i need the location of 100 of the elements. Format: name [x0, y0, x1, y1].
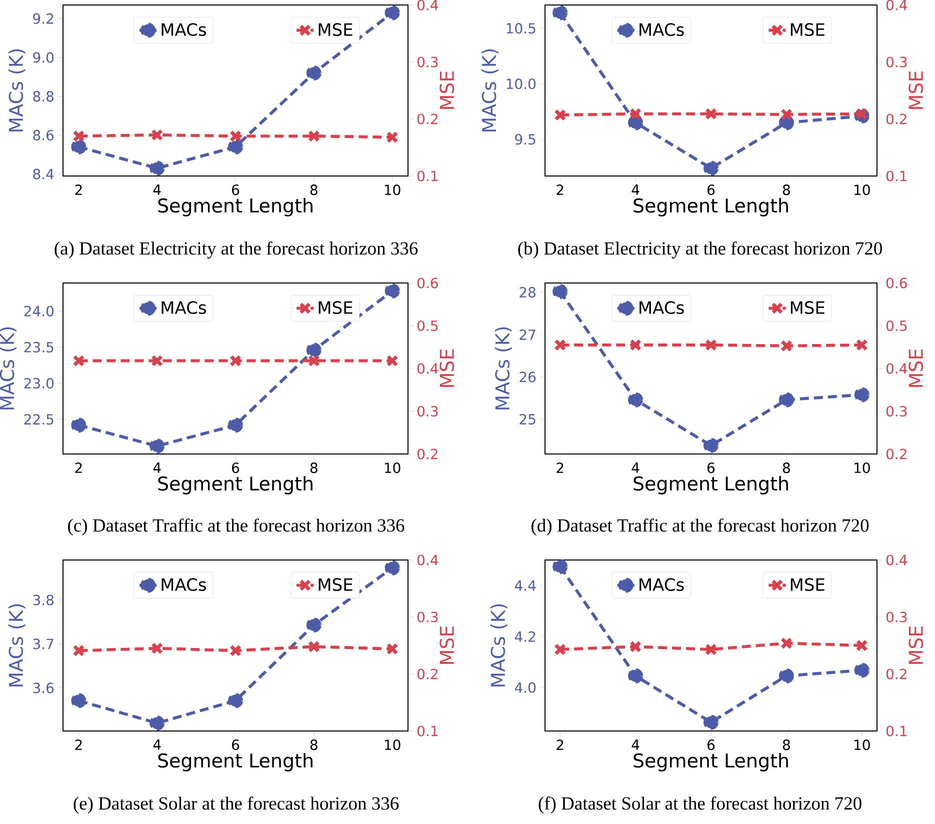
y-tick-label: 3.7	[33, 638, 54, 650]
y2-tick-label: 0.3	[886, 612, 907, 622]
legend-label: MACs	[162, 23, 206, 36]
y-axis-title: MACs (K)	[494, 327, 512, 410]
y-tick-label: 24.0	[24, 306, 54, 316]
y2-tick-label: 0.1	[886, 170, 906, 182]
x-tick-label: 10	[384, 184, 400, 196]
y2-axis-title: MSE	[908, 626, 924, 664]
x-tick-label: 2	[75, 740, 82, 750]
y2-tick-label: 0.1	[886, 726, 906, 736]
x-tick-label: 2	[556, 184, 564, 195]
x-tick-label: 4	[632, 184, 640, 195]
y2-tick-label: 0.3	[417, 612, 438, 622]
text: (f) Dataset Solar at the forecast horizon 720	[538, 796, 862, 814]
x-tick-label: 4	[153, 184, 161, 195]
x-tick-label: 4	[632, 462, 640, 473]
x-tick-label: 8	[310, 184, 318, 196]
x-tick-label: 10	[854, 184, 870, 196]
text: (e) Dataset Solar at the forecast horizon 336	[74, 796, 399, 814]
x-tick-label: 6	[708, 184, 715, 196]
legend-label: MACs	[640, 301, 684, 314]
y2-tick-label: 0.3	[886, 56, 907, 68]
y2-tick-label: 0.4	[886, 554, 908, 566]
legend-label: MSE	[318, 578, 352, 592]
y-tick-label: 28	[520, 287, 536, 298]
x-tick-label: 10	[384, 740, 400, 750]
x-tick-label: 2	[75, 462, 82, 473]
legend-label: MACs	[162, 301, 206, 314]
y2-tick-label: 0.3	[886, 406, 907, 417]
y-tick-label: 9.5	[515, 134, 536, 145]
y2-tick-label: 0.5	[886, 320, 907, 332]
y2-tick-label: 0.4	[417, 0, 438, 10]
x-axis-title: Segment Length	[158, 752, 312, 772]
x-tick-label: 10	[854, 740, 870, 750]
y-axis-title: MACs (K)	[8, 49, 26, 132]
y2-tick-label: 0.2	[417, 114, 438, 124]
y2-tick-label: 0.1	[417, 726, 438, 736]
y-tick-label: 10.5	[506, 23, 536, 34]
y-tick-label: 22.5	[24, 414, 54, 425]
x-tick-label: 6	[232, 184, 240, 196]
x-axis-title: Segment Length	[634, 198, 788, 216]
y2-tick-label: 0.2	[886, 448, 906, 460]
y2-tick-label: 0.4	[417, 554, 438, 566]
x-tick-label: 8	[782, 462, 790, 474]
y-tick-label: 27	[520, 329, 536, 340]
x-axis-title: Segment Length	[634, 476, 788, 494]
x-tick-label: 2	[556, 740, 564, 750]
y-tick-label: 4.4	[514, 580, 536, 591]
y-tick-label: 25	[520, 414, 536, 425]
y-tick-label: 9.2	[33, 13, 54, 24]
y-tick-label: 9.0	[33, 52, 54, 63]
y2-tick-label: 0.2	[417, 448, 438, 460]
legend-label: MSE	[790, 23, 824, 36]
legend-label: MSE	[790, 301, 824, 314]
y-axis-title: MACs (K)	[482, 49, 498, 132]
legend-label: MACs	[640, 578, 684, 592]
y-tick-label: 4.0	[514, 682, 536, 693]
legend-label: MSE	[790, 578, 824, 592]
y2-axis-title: MSE	[908, 349, 924, 387]
x-axis-title: Segment Length	[158, 198, 312, 216]
x-tick-label: 8	[782, 184, 790, 196]
y2-tick-label: 0.4	[886, 0, 908, 10]
x-axis-title: Segment Length	[634, 752, 788, 772]
x-tick-label: 8	[782, 740, 790, 750]
y-tick-label: 4.2	[514, 631, 536, 642]
legend-label: MACs	[640, 23, 684, 36]
text: (a) Dataset Electricity at the forecast horizon 336	[54, 241, 418, 259]
y-tick-label: 8.6	[33, 130, 54, 140]
y2-tick-label: 0.2	[886, 668, 906, 680]
y-tick-label: 23.0	[24, 378, 54, 389]
y-tick-label: 10.0	[506, 78, 536, 90]
y2-tick-label: 0.5	[417, 320, 438, 332]
y-tick-label: 26	[520, 372, 536, 382]
x-axis-title: Segment Length	[158, 476, 312, 494]
x-tick-label: 6	[708, 740, 715, 750]
x-tick-label: 6	[708, 462, 715, 474]
x-tick-label: 6	[232, 740, 240, 750]
x-tick-label: 10	[384, 462, 400, 474]
x-tick-label: 2	[556, 462, 564, 473]
y2-tick-label: 0.4	[417, 363, 438, 374]
x-tick-label: 4	[153, 462, 161, 473]
y2-tick-label: 0.6	[886, 278, 907, 288]
y-tick-label: 3.8	[33, 594, 54, 606]
y-axis-title: MACs (K)	[0, 327, 16, 410]
y-tick-label: 8.4	[33, 168, 54, 180]
legend-label: MACs	[162, 578, 206, 592]
y2-tick-label: 0.3	[417, 56, 438, 68]
y2-tick-label: 0.3	[417, 406, 438, 417]
y-tick-label: 23.5	[24, 342, 54, 353]
y-axis-title: MACs (K)	[8, 604, 26, 686]
x-tick-label: 4	[153, 740, 161, 750]
y2-tick-label: 0.4	[886, 363, 908, 374]
y-tick-label: 3.6	[33, 682, 54, 694]
x-tick-label: 10	[854, 462, 870, 474]
text: (d) Dataset Traffic at the forecast horizon 720	[532, 518, 869, 536]
y2-axis-title: MSE	[440, 71, 454, 109]
y2-tick-label: 0.2	[417, 668, 438, 680]
x-tick-label: 8	[310, 462, 318, 474]
legend-label: MSE	[318, 23, 352, 36]
x-tick-label: 2	[75, 184, 82, 195]
